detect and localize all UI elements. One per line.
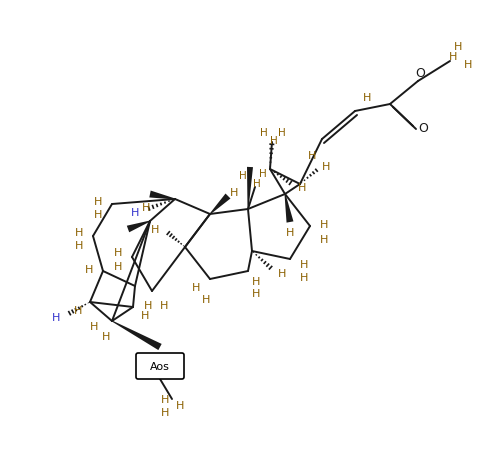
Text: H: H [454,42,462,52]
Text: O: O [415,67,425,79]
Text: H: H [141,310,149,320]
Text: H: H [320,219,328,230]
Text: H: H [308,151,316,161]
Text: H: H [320,235,328,245]
Text: H: H [260,128,268,138]
Text: H: H [363,93,371,103]
Text: H: H [94,196,102,207]
Text: H: H [278,269,286,279]
Text: H: H [74,305,82,315]
Text: H: H [252,288,260,298]
Text: H: H [202,294,210,304]
Polygon shape [127,221,150,233]
Text: H: H [114,262,122,271]
Text: H: H [90,321,98,331]
Text: H: H [239,171,247,180]
Text: H: H [252,276,260,286]
FancyBboxPatch shape [136,353,184,379]
Text: H: H [322,162,330,172]
Text: H: H [75,228,83,237]
Text: H: H [161,407,169,417]
Text: H: H [176,400,184,410]
Text: H: H [102,331,110,341]
Text: H: H [300,259,308,269]
Text: O: O [418,122,428,135]
Text: H: H [300,272,308,282]
Text: H: H [230,188,238,197]
Text: H: H [144,300,152,310]
Text: H: H [114,247,122,257]
Text: H: H [94,210,102,219]
Text: Aos: Aos [150,361,170,371]
Text: H: H [85,264,93,274]
Polygon shape [112,321,162,350]
Text: H: H [464,60,472,70]
Text: H: H [270,136,278,146]
Text: H: H [131,207,139,218]
Text: H: H [253,179,261,189]
Text: H: H [259,168,267,179]
Polygon shape [149,191,175,200]
Text: H: H [286,228,294,237]
Text: H: H [449,52,457,62]
Text: H: H [52,312,60,322]
Text: H: H [278,128,286,138]
Text: H: H [161,394,169,404]
Polygon shape [210,194,230,215]
Text: H: H [192,282,200,292]
Text: H: H [75,241,83,251]
Polygon shape [247,168,253,210]
Text: H: H [142,202,150,213]
Text: H: H [151,224,159,235]
Text: H: H [160,300,168,310]
Polygon shape [284,195,294,223]
Text: H: H [298,183,306,193]
